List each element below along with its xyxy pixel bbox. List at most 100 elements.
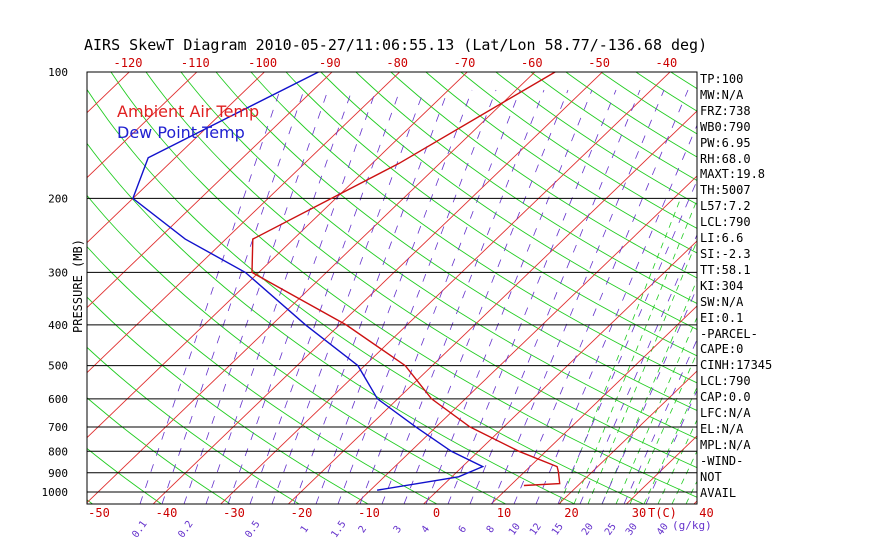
dry-adiabat	[460, 72, 697, 229]
mixing-ratio-tick-label: 8	[485, 524, 497, 535]
dry-adiabat	[87, 346, 300, 504]
index-item: RH:68.0	[700, 151, 751, 166]
index-item: EL:N/A	[700, 421, 744, 436]
top-temp-tick-label: -80	[386, 56, 408, 70]
dry-adiabat	[0, 40, 44, 520]
index-item: LI:6.6	[700, 231, 744, 246]
index-item: CAPE:0	[700, 342, 744, 357]
pressure-tick-label: 200	[48, 192, 68, 205]
legend-entry: Dew Point Temp	[117, 123, 245, 142]
mixing-ratio-line	[447, 89, 617, 504]
dry-adiabat	[790, 40, 870, 520]
index-item: LCL:790	[700, 374, 751, 389]
index-item: EI:0.1	[700, 310, 744, 325]
index-item: PW:6.95	[700, 135, 751, 150]
top-temp-tick-label: -50	[588, 56, 610, 70]
moist-adiabat	[657, 418, 697, 504]
stability-indices: TP:100 MW:N/A FRZ:738 WB0:790 PW:6.95 RH:68.0…	[700, 72, 772, 501]
mixing-ratio-line	[337, 89, 497, 504]
dry-adiabat	[823, 40, 870, 520]
moist-adiabat	[587, 239, 697, 504]
mixing-ratio-tick-label: 20	[580, 521, 596, 537]
plot-frame	[86, 71, 698, 505]
isotherm	[355, 175, 697, 504]
top-temp-tick-label: -110	[181, 56, 210, 70]
index-item: SI:-2.3	[700, 246, 751, 261]
dry-adiabat	[857, 40, 870, 520]
mixing-ratio-tick-label: 3	[392, 524, 404, 535]
dry-adiabat	[145, 72, 697, 469]
dry-adiabat	[390, 72, 697, 279]
mixing-ratio-tick-label: 30	[624, 521, 640, 537]
index-item: L57:7.2	[700, 199, 751, 214]
bottom-temp-tick-label: 0	[433, 506, 440, 520]
moist-adiabat	[615, 316, 697, 504]
mixing-ratio-line	[293, 89, 449, 504]
sounding-series	[132, 72, 561, 491]
top-temp-tick-label: -40	[656, 56, 678, 70]
isotherm	[0, 40, 27, 520]
isotherm	[422, 240, 697, 504]
mixing-ratio-line	[359, 89, 521, 504]
mixing-ratio-line	[139, 89, 281, 504]
mixing-ratio-line	[381, 89, 545, 504]
pressure-tick-label: 700	[48, 421, 68, 434]
legend: Ambient Air Temp Dew Point Temp	[117, 102, 259, 142]
index-item: SW:N/A	[700, 294, 744, 309]
mixing-ratio-line	[513, 89, 689, 504]
isotherm	[287, 110, 697, 504]
isotherm	[490, 305, 697, 504]
index-item: MW:N/A	[700, 87, 744, 102]
bottom-temp-tick-label: 30	[632, 506, 646, 520]
mixing-ratio-tick-label: 25	[603, 521, 619, 537]
pressure-tick-label: 900	[48, 467, 68, 480]
dry-adiabat	[425, 72, 697, 254]
pressure-tick-label: 800	[48, 445, 68, 458]
pressure-tick-label: 500	[48, 360, 68, 373]
pressure-tick-label: 400	[48, 319, 68, 332]
mixing-ratio-line	[425, 89, 593, 504]
isotherm	[813, 40, 870, 520]
mixing-ratio-line	[535, 124, 697, 504]
mixing-ratio-line	[183, 89, 329, 504]
isotherm	[87, 72, 468, 439]
dry-adiabat	[250, 72, 697, 384]
mixing-ratio-line	[491, 89, 665, 504]
top-temp-tick-label: -70	[454, 56, 476, 70]
index-item: MAXT:19.8	[700, 167, 766, 182]
pressure-tick-label: 1000	[42, 486, 69, 499]
mixing-ratio-line	[315, 89, 473, 504]
index-item: CINH:17345	[700, 358, 773, 373]
dry-adiabat	[87, 194, 507, 504]
isotherm	[152, 72, 604, 504]
bottom-temp-tick-label: -40	[156, 506, 178, 520]
dry-adiabat	[87, 142, 576, 504]
isotherm	[220, 72, 671, 504]
dry-adiabat	[110, 72, 697, 498]
dry-adiabat	[215, 72, 697, 412]
dry-adiabat	[495, 72, 697, 205]
pressure-tick-label: 300	[48, 266, 68, 279]
bottom-temp-tick-label: 20	[564, 506, 578, 520]
top-temp-tick-label: -120	[114, 56, 143, 70]
top-temp-tick-label: -60	[521, 56, 543, 70]
mixing-ratio-line	[249, 89, 401, 504]
chart-title: AIRS SkewT Diagram 2010-05-27/11:06:55.1…	[84, 36, 708, 54]
dry-adiabat	[87, 245, 438, 504]
dry-adiabat	[355, 72, 697, 304]
mixing-ratio-line	[227, 89, 377, 504]
moist-adiabat	[671, 450, 697, 504]
mixing-ratio-tick-label: 10	[507, 521, 523, 537]
dry-adiabat	[87, 397, 232, 504]
moist-adiabat	[559, 199, 681, 504]
bottom-temp-tick-label: -10	[358, 506, 380, 520]
mixing-ratio-line	[403, 89, 569, 504]
dry-adiabat	[600, 72, 697, 135]
dry-adiabat	[285, 72, 697, 357]
dry-adiabat	[757, 40, 870, 520]
isobars	[87, 197, 697, 493]
index-item: -WIND-	[700, 453, 744, 468]
index-item: MPL:N/A	[700, 437, 751, 452]
mixing-ratio-tick-label: 0.2	[176, 519, 195, 540]
